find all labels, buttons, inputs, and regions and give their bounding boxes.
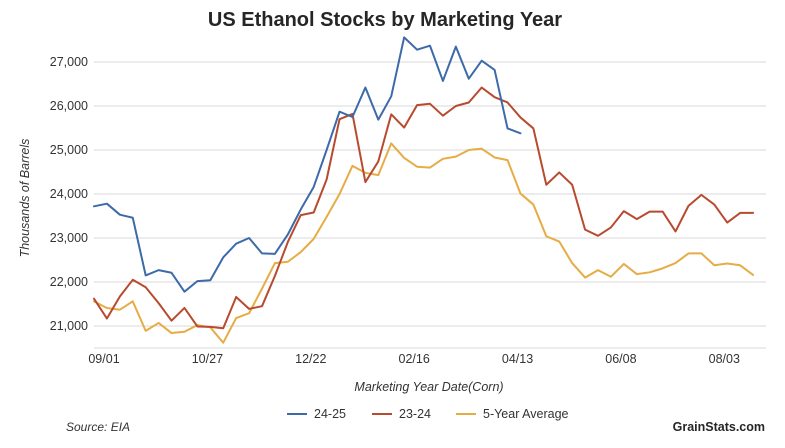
x-tick-label: 04/13: [502, 352, 533, 366]
chart-title: US Ethanol Stocks by Marketing Year: [208, 9, 562, 31]
y-tick-label: 21,000: [50, 319, 88, 333]
legend: 24-25 23-24 5-Year Average: [287, 407, 569, 421]
x-axis-title: Marketing Year Date(Corn): [354, 380, 503, 394]
series-lines: [93, 36, 755, 344]
x-tick-label: 12/22: [295, 352, 326, 366]
y-tick-label: 25,000: [50, 143, 88, 157]
y-axis-title: Thousands of Barrels: [18, 139, 32, 258]
source-note: Source: EIA: [66, 420, 130, 434]
x-tick-label: 02/16: [399, 352, 430, 366]
x-tick-label: 09/01: [88, 352, 119, 366]
series-line-23-24: [93, 86, 755, 330]
series-line-5-year-average: [93, 142, 755, 344]
x-tick-label: 06/08: [605, 352, 636, 366]
y-tick-label: 26,000: [50, 99, 88, 113]
legend-label: 24-25: [314, 407, 346, 421]
legend-label: 5-Year Average: [483, 407, 569, 421]
y-tick-label: 24,000: [50, 187, 88, 201]
brand-label: GrainStats.com: [673, 420, 765, 434]
gridlines: [94, 61, 766, 349]
y-tick-label: 22,000: [50, 275, 88, 289]
x-axis-ticks: 09/01 10/27 12/22 02/16 04/13 06/08 08/03: [88, 352, 740, 366]
y-tick-label: 27,000: [50, 55, 88, 69]
series-line-24-25: [93, 36, 522, 293]
legend-label: 23-24: [399, 407, 431, 421]
y-tick-label: 23,000: [50, 231, 88, 245]
y-axis-ticks: 21,000 22,000 23,000 24,000 25,000 26,000 27,0…: [50, 55, 88, 333]
x-tick-label: 08/03: [709, 352, 740, 366]
x-tick-label: 10/27: [192, 352, 223, 366]
